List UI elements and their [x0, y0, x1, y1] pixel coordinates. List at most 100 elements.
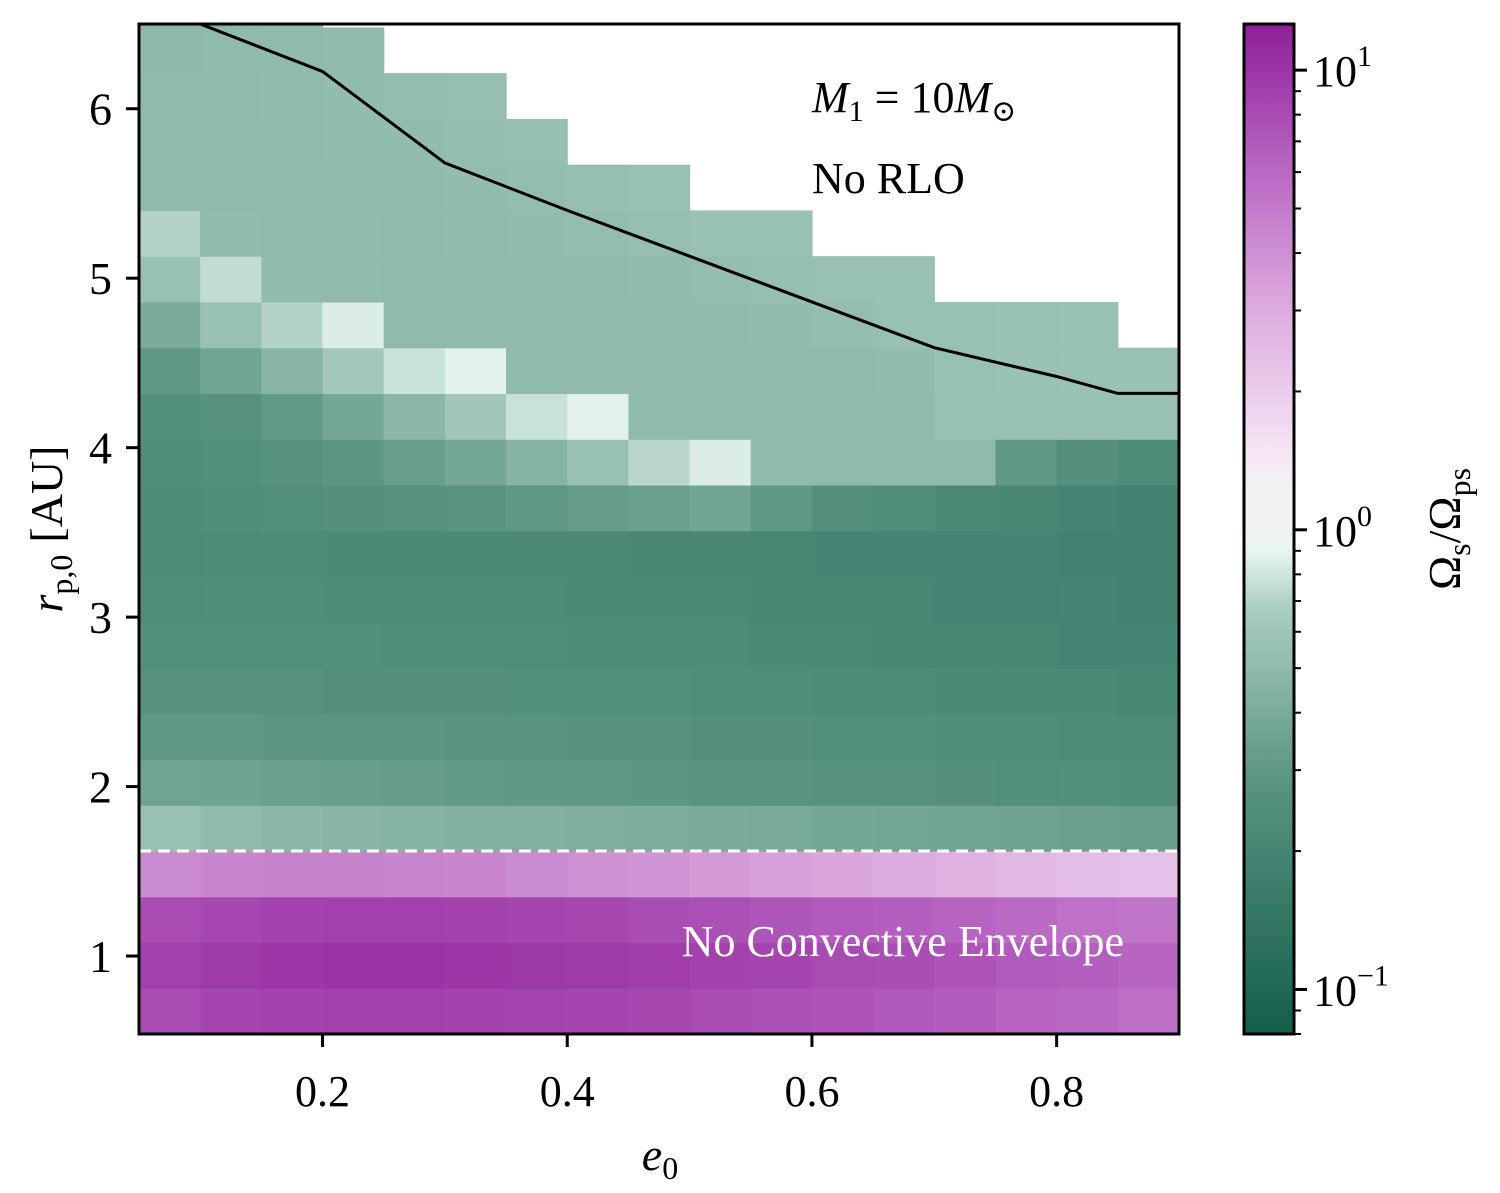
heatmap-cell — [934, 850, 997, 898]
heatmap-cell — [383, 576, 446, 623]
heatmap-cell — [873, 896, 935, 944]
colorbar-label-omega: Ω — [1419, 556, 1470, 590]
heatmap-cell — [689, 805, 752, 852]
heatmap-cell — [689, 256, 752, 303]
heatmap-cell — [628, 850, 691, 898]
heatmap-cell — [1056, 393, 1119, 440]
heatmap-cell — [444, 530, 507, 578]
heatmap-cell — [1117, 988, 1179, 1034]
heatmap-cell — [873, 484, 935, 532]
heatmap-cell — [1056, 759, 1119, 806]
heatmap-cell — [934, 805, 997, 852]
heatmap-cell — [567, 850, 630, 898]
heatmap-cell — [322, 164, 385, 212]
heatmap-cell — [200, 24, 262, 28]
heatmap-cell — [139, 759, 201, 806]
heatmap-cell — [139, 530, 201, 578]
heatmap-cell — [750, 439, 813, 486]
heatmap-cell — [383, 530, 446, 578]
heatmap-cell — [995, 622, 1058, 669]
heatmap-cell — [322, 484, 385, 532]
heatmap-cell — [567, 530, 630, 578]
heatmap-cell — [506, 530, 568, 578]
heatmap-cell — [567, 713, 630, 761]
heatmap-cell — [750, 301, 813, 349]
heatmap-cell — [628, 759, 691, 806]
x-axis-label: e0 — [642, 1129, 678, 1186]
heatmap-cell — [934, 942, 997, 989]
heatmap-cell — [873, 347, 935, 395]
heatmap-cell — [995, 988, 1058, 1034]
heatmap-cell — [873, 713, 935, 761]
colorbar-label: Ωs/Ωps — [1419, 468, 1477, 590]
heatmap-cell — [750, 896, 813, 944]
heatmap-cell — [322, 805, 385, 852]
heatmap-cell — [995, 667, 1058, 715]
y-axis-label-main: r — [21, 593, 72, 612]
no-convective-envelope-annotation: No Convective Envelope — [682, 917, 1124, 966]
heatmap-cell — [200, 484, 262, 532]
heatmap-cell — [444, 713, 507, 761]
heatmap-cell — [567, 622, 630, 669]
heatmap-cell — [261, 24, 324, 28]
heatmap-cell — [1117, 484, 1179, 532]
heatmap-cell — [261, 850, 324, 898]
heatmap-cell — [628, 942, 691, 989]
heatmap-cell — [750, 530, 813, 578]
heatmap-cell — [139, 439, 201, 486]
heatmap-cell — [689, 942, 752, 989]
heatmap-cell — [750, 850, 813, 898]
heatmap-cell — [506, 988, 568, 1034]
heatmap-cell — [200, 210, 262, 257]
heatmap-cell — [261, 622, 324, 669]
heatmap-cell — [567, 805, 630, 852]
heatmap-cell — [444, 667, 507, 715]
heatmap-cell — [444, 301, 507, 349]
heatmap-cell — [506, 713, 568, 761]
heatmap-cell — [200, 942, 262, 989]
heatmap-cell — [995, 484, 1058, 532]
x-axis-label-subscript: 0 — [662, 1150, 678, 1186]
heatmap-cell — [322, 118, 385, 166]
heatmap-cell — [139, 622, 201, 669]
heatmap-cell — [689, 622, 752, 669]
heatmap-cell — [689, 210, 752, 257]
heatmap-cell — [322, 622, 385, 669]
heatmap-cell — [322, 256, 385, 303]
heatmap-cell — [383, 759, 446, 806]
heatmap-cell — [1117, 896, 1179, 944]
heatmap-cell — [506, 942, 568, 989]
heatmap-cell — [689, 576, 752, 623]
heatmap-cell — [873, 301, 935, 349]
heatmap-cell — [750, 759, 813, 806]
heatmap-cell — [200, 805, 262, 852]
heatmap-cell — [322, 576, 385, 623]
heatmap-cell — [444, 256, 507, 303]
heatmap-cell — [811, 713, 874, 761]
heatmap-cell — [689, 484, 752, 532]
colorbar-label-sub-ps: ps — [1441, 468, 1477, 496]
heatmap-cell — [1117, 759, 1179, 806]
heatmap-cell — [322, 393, 385, 440]
heatmap-cell — [689, 759, 752, 806]
heatmap-cell — [1056, 622, 1119, 669]
y-axis-label-unit: [AU] — [21, 446, 72, 543]
mass-subscript: 1 — [849, 95, 864, 128]
heatmap-cell — [750, 576, 813, 623]
heatmap-cell — [444, 347, 507, 395]
heatmap-cell — [750, 484, 813, 532]
colorbar — [1242, 22, 1296, 1036]
heatmap-cell — [322, 27, 385, 74]
heatmap-cell — [995, 576, 1058, 623]
heatmap-cell — [934, 896, 997, 944]
heatmap-cell — [995, 301, 1058, 349]
heatmap-cell — [1056, 347, 1119, 395]
heatmap-cell — [1117, 439, 1179, 486]
heatmap-cell — [506, 118, 568, 166]
heatmap-cell — [506, 805, 568, 852]
y-axis-label: rp,0 [AU] — [21, 446, 79, 613]
heatmap-cell — [750, 942, 813, 989]
y-tick-label: 4 — [89, 423, 112, 474]
heatmap-cell — [383, 805, 446, 852]
heatmap-cell — [1056, 942, 1119, 989]
